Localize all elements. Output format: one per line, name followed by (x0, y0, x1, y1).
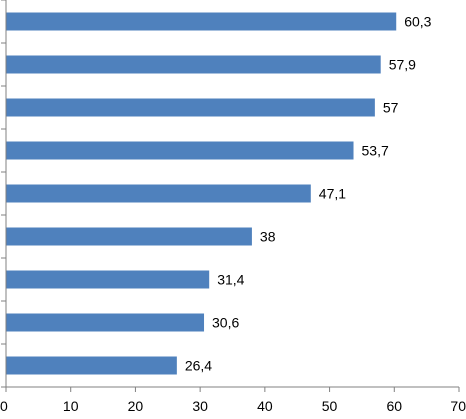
bar (6, 227, 252, 246)
data-label: 26,4 (185, 358, 212, 374)
bar (6, 184, 311, 203)
x-tick-label: 50 (322, 398, 338, 414)
x-tick-label: 40 (257, 398, 273, 414)
data-labels-group: 60,3 57,9 57 53,7 47,1 38 31,4 30,6 26,4 (185, 14, 432, 374)
data-label: 57,9 (389, 57, 416, 73)
data-label: 57 (383, 100, 399, 116)
data-label: 53,7 (362, 143, 389, 159)
data-label: 47,1 (319, 186, 346, 202)
bar (6, 313, 205, 332)
x-tick-label: 10 (63, 398, 79, 414)
bar (6, 98, 375, 117)
bar (6, 55, 381, 74)
data-label: 30,6 (212, 315, 239, 331)
x-tick-label: 70 (450, 398, 466, 414)
bar (6, 141, 354, 160)
x-tick-label: 60 (387, 398, 403, 414)
x-tick-label: 0 (0, 398, 8, 414)
bar (6, 12, 397, 31)
x-tick-label: 30 (192, 398, 208, 414)
x-tick-label: 20 (128, 398, 144, 414)
data-label: 31,4 (217, 272, 244, 288)
bar (6, 356, 177, 375)
data-label: 38 (260, 229, 276, 245)
bars-group (6, 12, 397, 375)
data-label: 60,3 (404, 14, 431, 30)
bar (6, 270, 210, 289)
